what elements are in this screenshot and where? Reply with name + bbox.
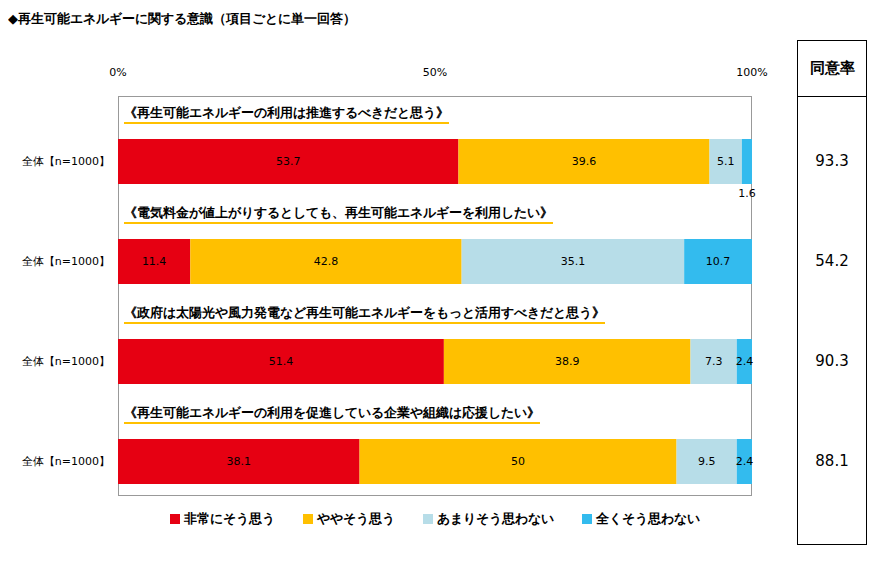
html-text:《再生可能エネルギーの利用は推進するべきだと思う》: 《再生可能エネルギーの利用は推進するべきだと思う》: [124, 105, 449, 120]
html-text:あまりそう思わない: あまりそう思わない: [437, 511, 554, 526]
svg-text:7.3: 7.3: [705, 355, 723, 368]
svg-text:11.4: 11.4: [142, 255, 167, 268]
html-text:全くそう思わない: 全くそう思わない: [596, 511, 700, 526]
svg-text:5.1: 5.1: [717, 155, 735, 168]
svg-text:2.4: 2.4: [736, 455, 754, 468]
svg-text:全体【n=1000】: 全体【n=1000】: [22, 255, 110, 268]
svg-text:10.7: 10.7: [706, 255, 731, 268]
svg-text:全体【n=1000】: 全体【n=1000】: [22, 355, 110, 368]
svg-text:100%: 100%: [736, 66, 767, 79]
html-text:◆再生可能エネルギーに関する意識（項目ごとに単一回答）: ◆再生可能エネルギーに関する意識（項目ごとに単一回答）: [8, 11, 356, 26]
html-text:90.3: 90.3: [815, 352, 849, 370]
svg-text:9.5: 9.5: [698, 455, 716, 468]
svg-text:全体【n=1000】: 全体【n=1000】: [22, 455, 110, 468]
html-text:ややそう思う: ややそう思う: [317, 511, 395, 526]
svg-text:38.9: 38.9: [555, 355, 580, 368]
svg-text:51.4: 51.4: [269, 355, 294, 368]
html-text:非常にそう思う: 非常にそう思う: [184, 511, 275, 526]
svg-text:53.7: 53.7: [276, 155, 301, 168]
html-text:同意率: 同意率: [809, 59, 855, 77]
html-text:《電気料金が値上がりするとしても、再生可能エネルギーを利用し: 《電気料金が値上がりするとしても、再生可能エネルギーを利用したい》: [124, 205, 553, 220]
html-text:93.3: 93.3: [815, 152, 849, 170]
html-text:《再生可能エネルギーの利用を促進している企業や組織は応援した: 《再生可能エネルギーの利用を促進している企業や組織は応援したい》: [124, 405, 540, 420]
svg-text:1.6: 1.6: [738, 187, 756, 200]
svg-text:50%: 50%: [423, 66, 447, 79]
svg-text:2.4: 2.4: [736, 355, 754, 368]
svg-text:35.1: 35.1: [561, 255, 586, 268]
html-text:《政府は太陽光や風力発電など再生可能エネルギーをもっと活用す: 《政府は太陽光や風力発電など再生可能エネルギーをもっと活用すべきだと思う》: [124, 305, 605, 320]
svg-text:0%: 0%: [109, 66, 126, 79]
svg-text:全体【n=1000】: 全体【n=1000】: [22, 155, 110, 168]
html-text:54.2: 54.2: [815, 252, 849, 270]
svg-text:39.6: 39.6: [572, 155, 597, 168]
svg-text:50: 50: [511, 455, 525, 468]
html-text:88.1: 88.1: [815, 452, 849, 470]
svg-text:38.1: 38.1: [227, 455, 252, 468]
svg-text:42.8: 42.8: [314, 255, 339, 268]
